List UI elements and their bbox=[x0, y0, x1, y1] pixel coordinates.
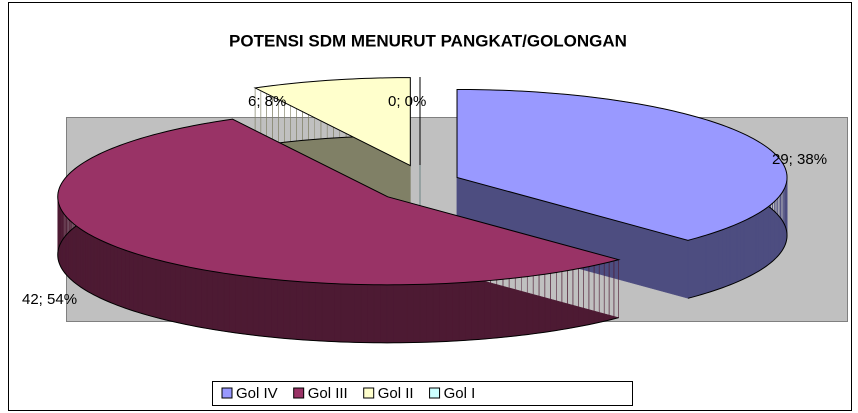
legend-swatch bbox=[221, 387, 233, 399]
slice bbox=[456, 88, 788, 241]
legend-swatch bbox=[363, 387, 375, 399]
legend-label: Gol III bbox=[308, 385, 348, 402]
slice bbox=[253, 77, 411, 167]
chart-title: POTENSI SDM MENURUT PANGKAT/GOLONGAN bbox=[229, 31, 627, 50]
data-label: 42; 54% bbox=[22, 291, 77, 308]
data-label: 29; 38% bbox=[772, 151, 827, 168]
data-label: 0; 0% bbox=[388, 93, 426, 110]
legend bbox=[212, 381, 633, 406]
slice bbox=[57, 118, 621, 286]
legend-swatch bbox=[429, 387, 441, 399]
data-label: 6; 8% bbox=[248, 93, 286, 110]
legend-label: Gol II bbox=[378, 385, 414, 402]
legend-label: Gol IV bbox=[236, 385, 278, 402]
legend-label: Gol I bbox=[444, 385, 476, 402]
legend-swatch bbox=[293, 387, 305, 399]
